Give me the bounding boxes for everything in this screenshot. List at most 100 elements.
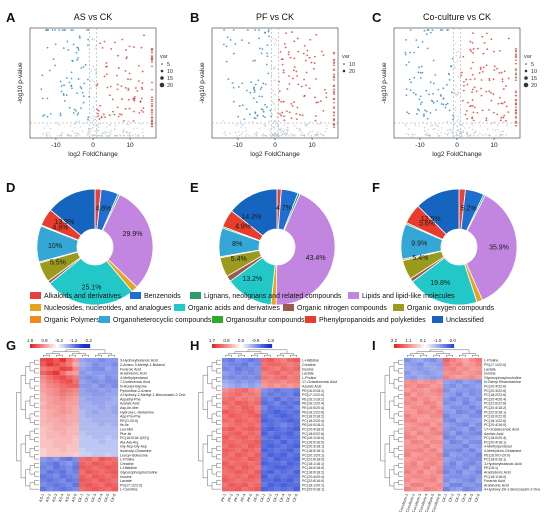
point (454, 101, 457, 103)
slice-label: 13.9% (54, 219, 74, 226)
heat-cell (293, 366, 301, 371)
heat-cell (40, 405, 47, 410)
row-label: 3-Hydroxybutanoic Acid (484, 462, 522, 466)
heat-cell (430, 431, 437, 436)
scale-label: 1.1 (405, 338, 412, 343)
heat-cell (462, 370, 470, 376)
heat-cell (79, 456, 86, 462)
point (280, 58, 283, 61)
point (453, 79, 455, 81)
heat-cell (280, 435, 288, 440)
point (515, 99, 517, 102)
point (106, 131, 108, 134)
heat-cell (241, 383, 249, 389)
point (407, 133, 410, 136)
heat-cell (59, 413, 67, 419)
point (456, 93, 459, 96)
point (82, 95, 85, 98)
heat-cell (85, 375, 93, 380)
point (486, 32, 488, 35)
dendrogram-branch (69, 355, 76, 357)
point (405, 133, 408, 135)
heat-cell (85, 418, 93, 423)
scale-step (70, 344, 73, 348)
point (505, 105, 508, 108)
heat-cell (287, 401, 294, 406)
point (132, 120, 135, 122)
heat-cell (469, 405, 476, 410)
heat-cell (59, 469, 67, 475)
heat-cell (98, 396, 106, 402)
heat-cell (72, 431, 80, 436)
row-label: PE(O-20:0) (120, 419, 138, 423)
point (54, 64, 56, 67)
point (254, 29, 256, 31)
legend-label: Organoheterocyclic compounds (113, 317, 212, 324)
dendrogram-branch (384, 443, 390, 479)
heat-cell (274, 362, 281, 367)
heat-cell (261, 388, 268, 393)
heat-cell (46, 456, 54, 462)
heat-cell (436, 366, 444, 371)
point (138, 64, 140, 67)
scale-step (434, 344, 437, 348)
point (467, 132, 469, 134)
point (481, 70, 484, 73)
dendrogram-branch (29, 465, 35, 475)
dendrogram-branch (29, 413, 35, 423)
heat-cell (111, 452, 119, 457)
heat-cell (287, 439, 294, 445)
donut-slice (231, 188, 278, 237)
point (109, 131, 112, 134)
heat-cell (475, 366, 483, 371)
legend-swatch (130, 292, 141, 299)
point (123, 128, 125, 130)
point (459, 77, 462, 79)
dendrogram-branch (25, 469, 30, 487)
point (490, 91, 492, 94)
x-tick-label: 10 (308, 142, 316, 149)
scale-step (440, 344, 443, 348)
panel-letter-G: G (6, 338, 16, 353)
heat-cell (241, 456, 249, 462)
point (90, 130, 92, 132)
point (485, 117, 488, 120)
column-label: CK-1 (441, 493, 448, 503)
heat-cell (436, 465, 444, 470)
size-legend-label: 10 (167, 69, 173, 75)
point (91, 37, 94, 40)
point (273, 54, 276, 57)
point (82, 101, 85, 104)
heat-cell (469, 413, 476, 419)
point (274, 132, 277, 134)
heat-cell (105, 383, 112, 389)
point (245, 89, 248, 92)
heat-cell (59, 405, 67, 410)
point (285, 110, 288, 113)
dendrogram-branch (398, 471, 403, 477)
x-tick-label: 0 (455, 142, 459, 149)
point (59, 124, 61, 126)
scale-label: 0.8 (41, 338, 48, 343)
heat-cell (274, 439, 281, 445)
heat-cell (449, 375, 457, 380)
heat-cell (287, 444, 294, 449)
heat-cell (235, 392, 242, 397)
point (454, 67, 456, 70)
point (498, 72, 501, 74)
dendrogram-branch (398, 420, 403, 425)
heat-cell (430, 370, 437, 376)
row-label: PC(20:1/20:1) (302, 453, 324, 457)
point (408, 78, 411, 81)
dendrogram-branch (238, 355, 245, 357)
point (93, 39, 96, 41)
heat-cell (261, 439, 268, 445)
point (291, 105, 294, 107)
point (430, 99, 433, 102)
row-label: PE(16:0/18:1) (302, 389, 324, 393)
point (306, 49, 309, 52)
point (113, 113, 116, 116)
dendrogram-branch (20, 375, 26, 410)
point (271, 101, 274, 103)
heat-cell (430, 469, 437, 475)
